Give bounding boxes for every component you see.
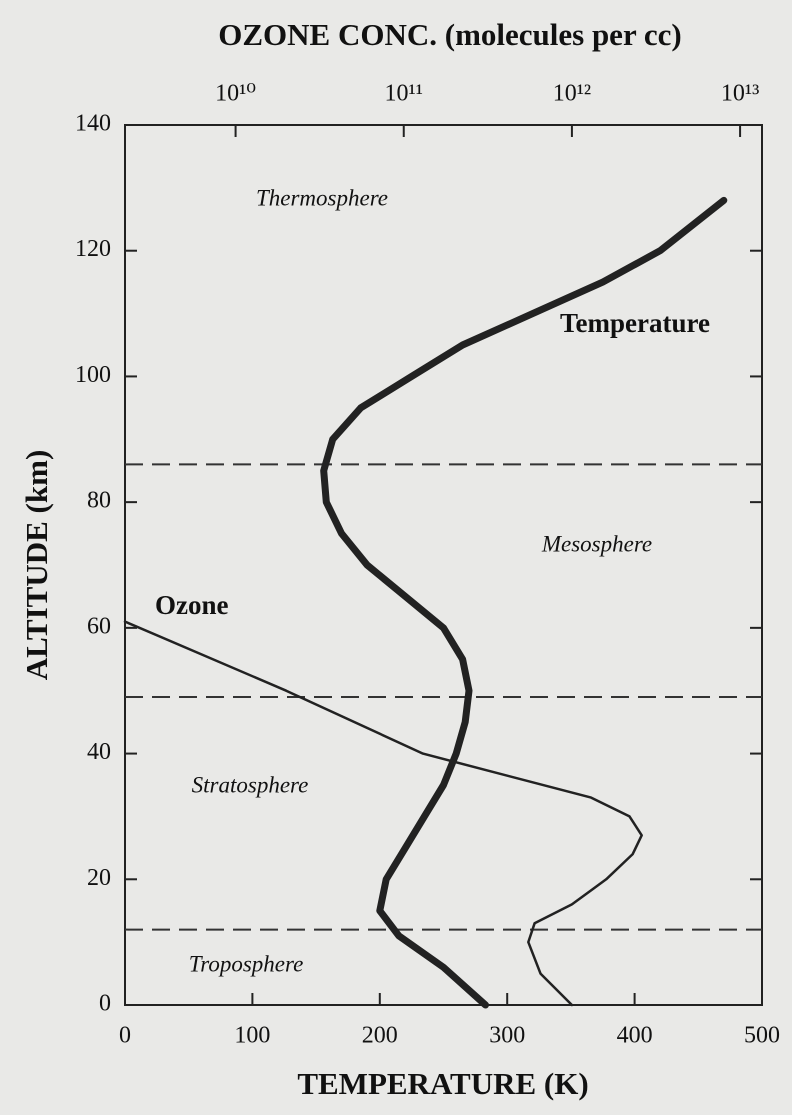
x2-tick-label: 10¹³ — [721, 81, 759, 107]
y-tick-label: 60 — [87, 613, 111, 639]
y-tick-label: 20 — [87, 865, 111, 891]
x-tick-label: 500 — [744, 1023, 780, 1049]
region-label: Troposphere — [189, 951, 304, 976]
y-tick-label: 40 — [87, 739, 111, 765]
x2-tick-label: 10¹⁰ — [215, 81, 256, 107]
region-label: Mesosphere — [541, 531, 652, 556]
x-tick-label: 400 — [617, 1023, 653, 1049]
y-tick-label: 120 — [75, 236, 111, 262]
series-label: Temperature — [560, 308, 710, 338]
y-tick-label: 100 — [75, 362, 111, 388]
y-tick-label: 80 — [87, 488, 111, 514]
x2-tick-label: 10¹¹ — [385, 81, 423, 107]
x-tick-label: 300 — [489, 1023, 525, 1049]
y-tick-label: 140 — [75, 111, 111, 137]
x2-tick-label: 10¹² — [553, 81, 591, 107]
series-line — [123, 620, 643, 1007]
series-label: Ozone — [155, 590, 229, 620]
x-axis-label: TEMPERATURE (K) — [297, 1066, 588, 1101]
x-tick-label: 0 — [119, 1023, 131, 1049]
x-tick-label: 100 — [234, 1023, 270, 1049]
region-label: Thermosphere — [256, 185, 388, 210]
region-label: Stratosphere — [192, 772, 309, 797]
y-axis-label: ALTITUDE (km) — [19, 450, 54, 681]
y-tick-label: 0 — [99, 991, 111, 1017]
series-line — [320, 196, 728, 1009]
plot-frame — [124, 124, 763, 1006]
chart-title: OZONE CONC. (molecules per cc) — [218, 17, 682, 52]
x-tick-label: 200 — [362, 1023, 398, 1049]
